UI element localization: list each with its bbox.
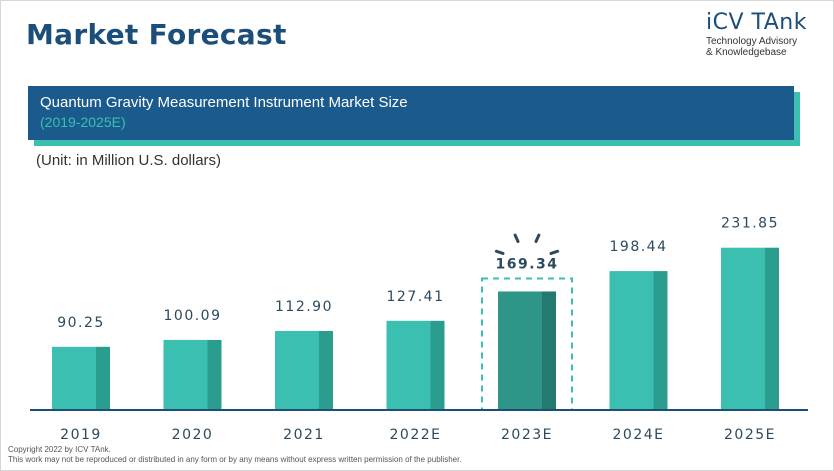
emphasis-mark (494, 249, 505, 255)
data-label: 112.90 (275, 299, 333, 315)
data-label: 100.09 (164, 308, 222, 324)
copyright-notice: Copyright 2022 by ICV TAnk. This work ma… (8, 445, 462, 465)
emphasis-mark (534, 233, 541, 243)
x-tick-label: 2022E (390, 427, 442, 443)
unit-note: (Unit: in Million U.S. dollars) (36, 152, 222, 169)
chart-banner: Quantum Gravity Measurement Instrument M… (28, 86, 794, 140)
bar-side-2023E (542, 291, 556, 410)
brand-logo: iCV TAnk Technology Advisory & Knowledge… (706, 10, 807, 58)
bar-side-2021 (319, 330, 333, 410)
data-label: 90.25 (57, 315, 105, 331)
rights-line: This work may not be reproduced or distr… (8, 455, 462, 464)
emphasis-mark (513, 233, 520, 243)
x-tick-label: 2023E (501, 427, 553, 443)
emphasis-mark (549, 249, 560, 255)
chart-subtitle: (2019-2025E) (40, 114, 126, 130)
data-label: 198.44 (610, 239, 668, 255)
data-label: 127.41 (387, 289, 445, 305)
data-label: 169.34 (495, 256, 558, 272)
bar-2025E (721, 247, 765, 410)
bar-2024E (609, 271, 654, 410)
x-tick-label: 2024E (613, 427, 665, 443)
bar-side-2020 (207, 339, 222, 410)
brand-tagline-2: & Knowledgebase (706, 47, 787, 58)
brand-name: iCV TAnk (706, 10, 807, 35)
brand-tagline-1: Technology Advisory (706, 36, 798, 47)
data-label: 231.85 (721, 216, 779, 232)
page-title: Market Forecast (26, 18, 287, 51)
bar-2023E (498, 291, 542, 410)
chart-title: Quantum Gravity Measurement Instrument M… (40, 94, 408, 111)
bar-side-2024E (653, 271, 668, 410)
bar-side-2025E (765, 247, 779, 410)
copyright-line: Copyright 2022 by ICV TAnk. (8, 445, 111, 454)
bar-side-2019 (96, 346, 110, 410)
bar-2021 (275, 330, 319, 410)
bar-2022E (386, 320, 431, 410)
bar-2020 (163, 339, 208, 410)
bar-2019 (52, 346, 96, 410)
bar-side-2022E (430, 320, 445, 410)
x-tick-label: 2025E (724, 427, 776, 443)
x-tick-label: 2020 (172, 427, 214, 443)
x-tick-label: 2021 (283, 427, 325, 443)
x-tick-label: 2019 (60, 427, 102, 443)
